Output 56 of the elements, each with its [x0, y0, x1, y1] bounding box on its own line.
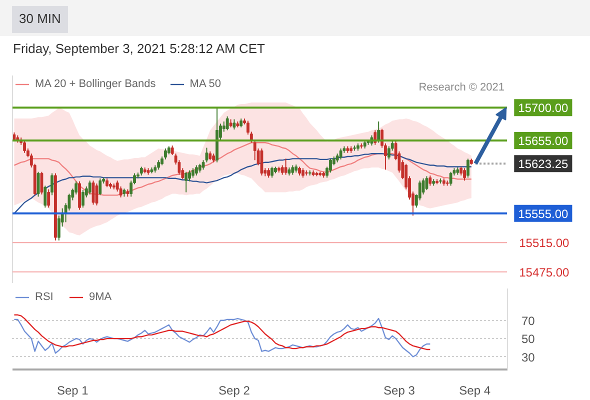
- candlestick: [184, 171, 188, 193]
- legend-label: MA 20 + Bollinger Bands: [35, 78, 156, 90]
- ref-line-label: 15655.00: [518, 134, 569, 148]
- annotation: Research © 2021: [418, 82, 504, 94]
- candlestick: [232, 118, 236, 130]
- candlestick: [329, 158, 332, 174]
- ref-line-label: 15475.00: [519, 265, 570, 280]
- candlestick: [157, 160, 160, 170]
- candlestick: [387, 146, 390, 160]
- x-tick-label: Sep 3: [384, 384, 416, 398]
- candlestick: [449, 171, 452, 186]
- line-series: [14, 314, 431, 350]
- legend-label: 9MA: [89, 291, 112, 303]
- candlestick: [377, 120, 380, 144]
- text: 30 MIN: [12, 6, 68, 33]
- candlestick: [194, 164, 198, 176]
- x-tick-label: Sep 4: [459, 384, 491, 398]
- chart-subtitle: Friday, September 3, 2021 5:28:12 AM CET: [13, 40, 265, 58]
- candlestick: [267, 168, 270, 178]
- ref-line-label: 15515.00: [519, 236, 570, 250]
- line-series: [14, 318, 431, 358]
- candlestick: [425, 176, 428, 191]
- candlestick: [170, 145, 174, 156]
- ref-line-label: 15555.00: [518, 206, 569, 221]
- candlestick: [192, 168, 194, 178]
- candlestick: [280, 164, 284, 176]
- candlestick: [339, 148, 342, 160]
- x-tick-label: Sep 1: [56, 384, 89, 398]
- candlestick: [463, 168, 466, 182]
- candlestick: [226, 116, 229, 131]
- candlestick: [302, 168, 304, 178]
- candlestick: [36, 171, 40, 198]
- candlestick: [270, 166, 274, 178]
- y-tick-label: 30: [522, 350, 536, 364]
- legend-label: MA 50: [190, 78, 221, 90]
- candlestick: [47, 188, 50, 208]
- candlestick: [82, 190, 84, 208]
- ref-line-label: 15623.25: [518, 157, 569, 172]
- candlestick: [291, 164, 294, 176]
- ref-line-label: 15700.00: [518, 101, 569, 116]
- candlestick: [95, 183, 98, 206]
- legend-label: RSI: [35, 291, 54, 303]
- candlestick: [50, 172, 54, 196]
- candlestick: [88, 180, 92, 195]
- candlestick: [284, 158, 288, 176]
- candlestick: [44, 185, 47, 208]
- x-tick-label: Sep 2: [218, 384, 250, 398]
- y-tick-label: 70: [522, 314, 536, 328]
- y-tick-label: 50: [522, 332, 536, 346]
- candlestick: [466, 158, 470, 178]
- candlestick: [260, 148, 264, 176]
- candlestick: [92, 180, 95, 206]
- candlestick: [40, 171, 44, 195]
- candlestick: [98, 178, 102, 196]
- candlestick: [428, 174, 432, 186]
- candlestick: [23, 140, 26, 154]
